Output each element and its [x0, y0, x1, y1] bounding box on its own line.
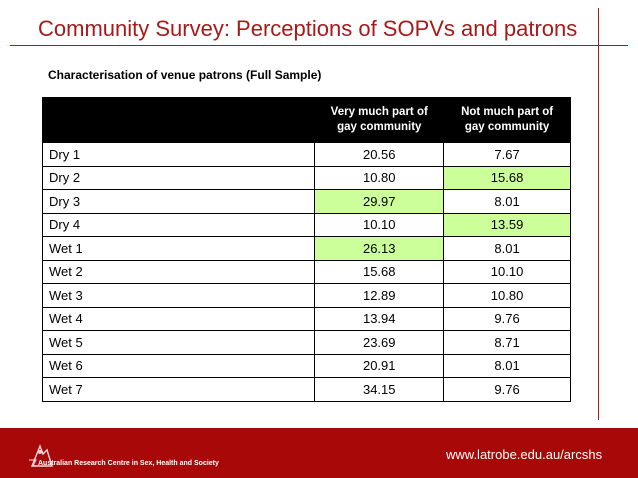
very-much-part-value: 20.91	[314, 353, 445, 378]
not-much-part-value: 10.80	[443, 283, 571, 308]
venue-label: Dry 1	[41, 142, 316, 167]
table-row: Wet 2 15.68 10.10	[41, 259, 571, 284]
venue-label: Wet 1	[41, 236, 316, 261]
table-row: Wet 6 20.91 8.01	[41, 353, 571, 378]
table-caption: Characterisation of venue patrons (Full …	[48, 68, 322, 82]
header-not-much-part-line2: gay community	[464, 121, 550, 133]
not-much-part-value: 8.01	[443, 189, 571, 214]
table-header-row: Very much part of gay community Not much…	[41, 97, 571, 143]
organisation-name: Australian Research Centre in Sex, Healt…	[38, 460, 219, 467]
very-much-part-value-highlighted: 26.13	[314, 236, 445, 261]
vertical-accent-line	[598, 8, 599, 420]
not-much-part-value-highlighted: 13.59	[443, 212, 571, 237]
very-much-part-value: 23.69	[314, 330, 445, 355]
venue-label: Dry 2	[41, 165, 316, 190]
not-much-part-value: 8.01	[443, 236, 571, 261]
very-much-part-value: 20.56	[314, 142, 445, 167]
header-very-much-part-line2: gay community	[337, 121, 422, 133]
table-row: Dry 4 10.10 13.59	[41, 212, 571, 237]
table-row: Dry 1 20.56 7.67	[41, 142, 571, 167]
header-very-much-part-line1: Very much part of	[330, 106, 428, 118]
not-much-part-value: 9.76	[443, 377, 571, 402]
not-much-part-value: 7.67	[443, 142, 571, 167]
venue-label: Dry 3	[41, 189, 316, 214]
header-not-much-part-line1: Not much part of	[461, 106, 554, 118]
table-row: Wet 1 26.13 8.01	[41, 236, 571, 261]
very-much-part-value: 12.89	[314, 283, 445, 308]
venue-label: Dry 4	[41, 212, 316, 237]
venue-label: Wet 3	[41, 283, 316, 308]
table-row: Dry 2 10.80 15.68	[41, 165, 571, 190]
header-very-much-part: Very much part of gay community	[314, 97, 445, 143]
table-row: Dry 3 29.97 8.01	[41, 189, 571, 214]
header-venue	[41, 97, 316, 143]
not-much-part-value: 8.01	[443, 353, 571, 378]
venue-label: Wet 6	[41, 353, 316, 378]
very-much-part-value: 10.80	[314, 165, 445, 190]
not-much-part-value: 8.71	[443, 330, 571, 355]
very-much-part-value: 34.15	[314, 377, 445, 402]
website-url[interactable]: www.latrobe.edu.au/arcshs	[446, 447, 603, 462]
title-divider-line	[10, 45, 628, 46]
footer-bar: Australian Research Centre in Sex, Healt…	[0, 428, 638, 478]
not-much-part-value: 10.10	[443, 259, 571, 284]
not-much-part-value: 9.76	[443, 306, 571, 331]
venue-label: Wet 5	[41, 330, 316, 355]
arcshs-logo-icon	[29, 444, 53, 467]
very-much-part-value-highlighted: 29.97	[314, 189, 445, 214]
venue-label: Wet 7	[41, 377, 316, 402]
table-row: Wet 5 23.69 8.71	[41, 330, 571, 355]
venue-label: Wet 4	[41, 306, 316, 331]
patron-characterisation-table: Very much part of gay community Not much…	[41, 97, 571, 402]
slide-title: Community Survey: Perceptions of SOPVs a…	[38, 16, 578, 41]
not-much-part-value-highlighted: 15.68	[443, 165, 571, 190]
very-much-part-value: 10.10	[314, 212, 445, 237]
venue-label: Wet 2	[41, 259, 316, 284]
very-much-part-value: 13.94	[314, 306, 445, 331]
table-row: Wet 7 34.15 9.76	[41, 377, 571, 402]
header-not-much-part: Not much part of gay community	[443, 97, 571, 143]
table-row: Wet 4 13.94 9.76	[41, 306, 571, 331]
table-row: Wet 3 12.89 10.80	[41, 283, 571, 308]
very-much-part-value: 15.68	[314, 259, 445, 284]
